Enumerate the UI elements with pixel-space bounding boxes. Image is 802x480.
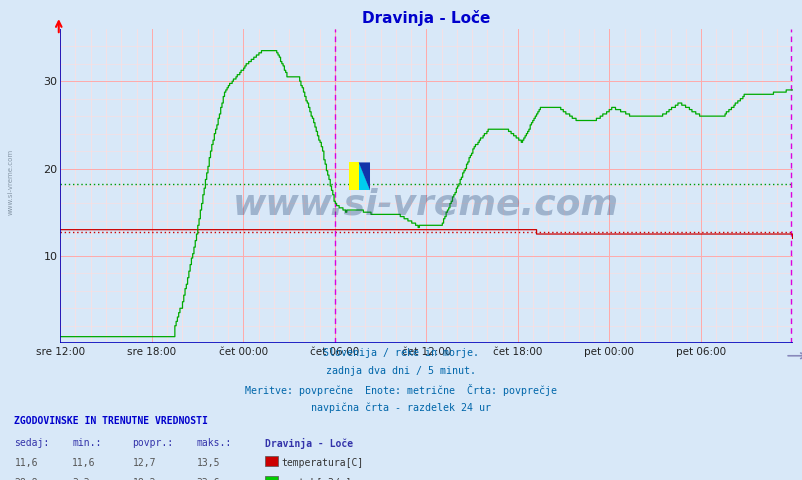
Text: 33,6: 33,6	[196, 478, 220, 480]
Text: Dravinja - Loče: Dravinja - Loče	[265, 438, 353, 449]
Bar	[349, 162, 358, 191]
Text: temperatura[C]: temperatura[C]	[281, 458, 363, 468]
Text: 28,8: 28,8	[14, 478, 38, 480]
Text: sedaj:: sedaj:	[14, 438, 50, 448]
Text: 12,7: 12,7	[132, 458, 156, 468]
Text: 3,3: 3,3	[72, 478, 90, 480]
Text: www.si-vreme.com: www.si-vreme.com	[7, 149, 14, 216]
Text: min.:: min.:	[72, 438, 102, 448]
Text: 11,6: 11,6	[14, 458, 38, 468]
Text: maks.:: maks.:	[196, 438, 232, 448]
Text: pretok[m3/s]: pretok[m3/s]	[281, 478, 351, 480]
Text: 18,2: 18,2	[132, 478, 156, 480]
Text: Slovenija / reke in morje.: Slovenija / reke in morje.	[323, 348, 479, 358]
Text: 13,5: 13,5	[196, 458, 220, 468]
Text: www.si-vreme.com: www.si-vreme.com	[233, 188, 618, 222]
Text: povpr.:: povpr.:	[132, 438, 173, 448]
Text: Meritve: povprečne  Enote: metrične  Črta: povprečje: Meritve: povprečne Enote: metrične Črta:…	[245, 384, 557, 396]
Text: zadnja dva dni / 5 minut.: zadnja dva dni / 5 minut.	[326, 366, 476, 376]
Text: ZGODOVINSKE IN TRENUTNE VREDNOSTI: ZGODOVINSKE IN TRENUTNE VREDNOSTI	[14, 416, 208, 426]
Text: 11,6: 11,6	[72, 458, 95, 468]
Polygon shape	[358, 162, 370, 191]
Text: navpična črta - razdelek 24 ur: navpična črta - razdelek 24 ur	[311, 403, 491, 413]
Title: Dravinja - Loče: Dravinja - Loče	[362, 10, 490, 26]
Polygon shape	[358, 162, 370, 191]
